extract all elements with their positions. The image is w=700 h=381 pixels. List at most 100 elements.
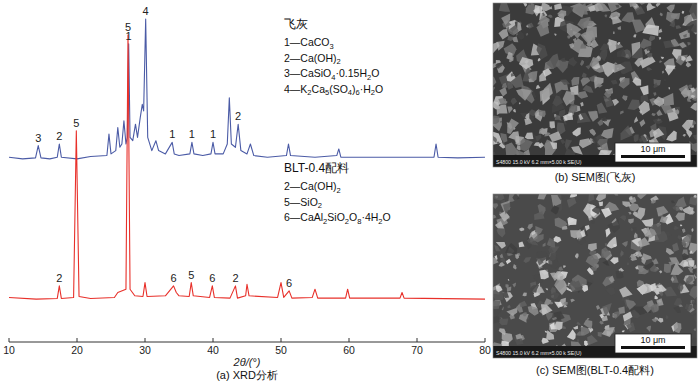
particle	[632, 42, 641, 56]
particle	[607, 219, 620, 233]
particle	[666, 131, 677, 142]
legend-item: 6—CaAl2SiO2O8·4H2O	[284, 211, 391, 226]
particle	[508, 194, 519, 202]
particle	[620, 250, 624, 257]
particle	[519, 301, 527, 308]
particle	[670, 20, 676, 28]
particle	[620, 111, 624, 115]
particle	[549, 131, 562, 142]
particle	[683, 34, 687, 38]
particle	[672, 242, 679, 252]
particle	[580, 230, 586, 237]
particle	[564, 121, 567, 124]
particle	[563, 265, 566, 268]
particle	[506, 308, 517, 317]
tick	[9, 338, 10, 342]
particle	[567, 23, 582, 38]
particle	[500, 254, 504, 259]
particle	[633, 212, 638, 217]
particle	[622, 95, 628, 101]
tick-label: 30	[139, 344, 151, 356]
particle	[634, 134, 639, 142]
subscript: 2	[337, 186, 341, 195]
particle	[501, 13, 510, 25]
particle	[650, 303, 659, 313]
particle	[496, 285, 503, 292]
particle	[628, 219, 634, 224]
particle	[536, 20, 549, 37]
tick	[213, 338, 214, 342]
legend-item: 3—CaSiO4·0.15H2O	[284, 67, 379, 82]
particle	[497, 228, 506, 238]
sem-image: S4800 15.0 kV 6.2 mm×5.00 k SE(U)10 μm	[488, 0, 700, 172]
particle	[505, 243, 517, 254]
particle	[555, 115, 562, 121]
tick-label: 80	[479, 344, 491, 356]
particle	[647, 53, 652, 58]
particle	[679, 260, 688, 268]
particle	[513, 264, 517, 269]
particle	[640, 283, 651, 294]
particle	[570, 299, 575, 303]
particle	[563, 302, 567, 306]
particle	[690, 87, 697, 99]
particle	[634, 57, 644, 67]
particle	[666, 248, 674, 255]
particle	[664, 79, 666, 82]
particle	[674, 226, 679, 231]
legend-item: 2—Ca(OH)2	[284, 52, 341, 67]
particle	[553, 322, 562, 331]
particle	[660, 105, 673, 114]
particle	[678, 235, 682, 239]
particle	[687, 42, 690, 46]
particle	[580, 30, 595, 44]
particle	[613, 31, 615, 34]
particle	[552, 95, 563, 106]
particle	[668, 87, 670, 90]
text-run: 2—Ca(OH)	[284, 180, 337, 192]
particle	[531, 285, 539, 293]
particle	[646, 326, 651, 332]
particle	[659, 29, 663, 33]
particle	[555, 280, 568, 295]
particle	[631, 228, 634, 232]
particle	[522, 292, 527, 296]
particle	[493, 77, 496, 87]
particle	[692, 267, 697, 278]
particle	[676, 55, 688, 66]
particle	[495, 221, 504, 228]
particle	[542, 13, 545, 17]
caption: (c) SEM图(BLT-0.4配料)	[536, 364, 654, 376]
particle	[672, 206, 680, 212]
particle	[550, 121, 556, 128]
particle	[541, 304, 553, 315]
particle	[493, 256, 499, 264]
tick-label: 70	[411, 344, 423, 356]
particle	[533, 234, 544, 242]
particle	[633, 227, 638, 231]
particle	[575, 3, 588, 15]
particle	[493, 215, 496, 219]
particle	[650, 196, 659, 202]
particle	[615, 5, 619, 8]
particle	[580, 44, 586, 49]
particle	[607, 237, 618, 249]
tick	[281, 338, 282, 342]
particle	[652, 200, 655, 202]
particle	[634, 117, 638, 124]
particle	[616, 44, 624, 49]
particle	[499, 328, 506, 335]
particle	[523, 257, 531, 263]
particle	[682, 11, 685, 14]
particle	[643, 259, 653, 271]
particle	[653, 118, 663, 124]
particle	[680, 42, 688, 50]
particle	[587, 335, 598, 346]
particle	[679, 42, 687, 48]
scale-label: 10 μm	[640, 144, 665, 154]
legend-title: BLT-0.4配料	[284, 161, 349, 175]
legend-item: 4—K2Ca5(SO4)6·H2O	[284, 83, 383, 98]
particle	[569, 43, 574, 49]
particle	[590, 58, 600, 68]
particle	[639, 101, 651, 116]
